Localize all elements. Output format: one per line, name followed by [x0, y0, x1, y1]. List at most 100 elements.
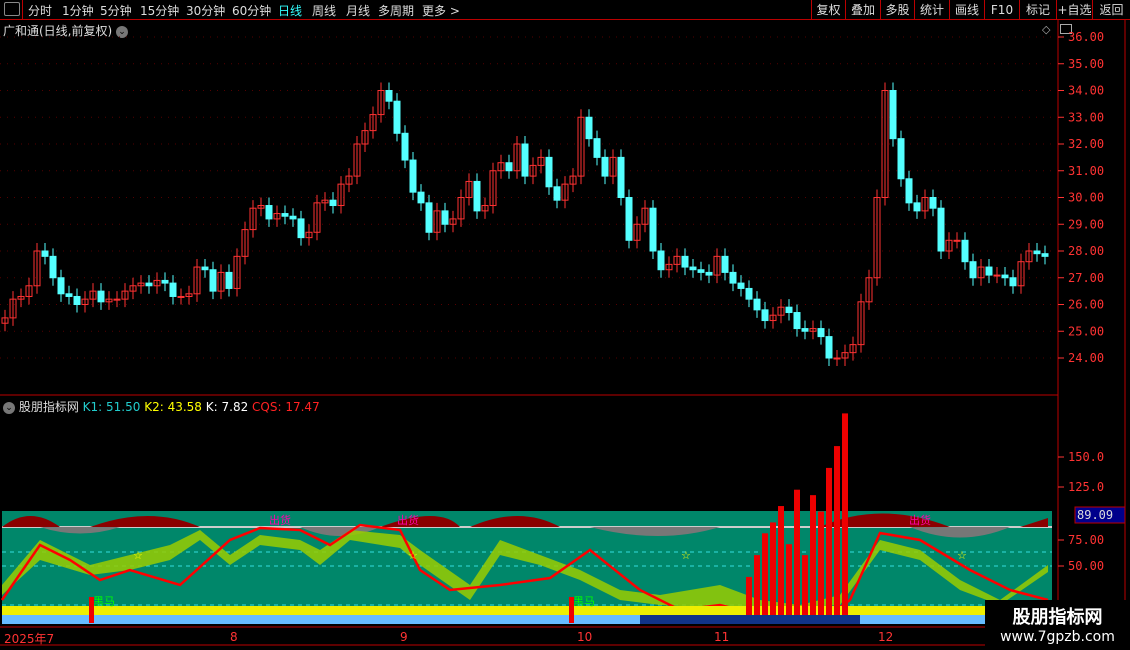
- period-tab[interactable]: 15分钟: [140, 4, 180, 18]
- toolbar-button[interactable]: 多股: [880, 0, 914, 20]
- candle: [297, 218, 305, 239]
- period-tab[interactable]: 1分钟: [62, 4, 94, 18]
- candle: [489, 170, 497, 207]
- watermark-name: 股朋指标网: [1012, 607, 1103, 628]
- current-value-box: [1074, 506, 1126, 524]
- chevron-down-icon[interactable]: ⌄: [3, 401, 15, 414]
- period-tab[interactable]: 更多 >: [422, 4, 460, 18]
- price-tick-label: 29.00: [1068, 217, 1104, 231]
- panel-toggle-icon[interactable]: [1060, 24, 1072, 34]
- date-label: 10: [577, 630, 593, 644]
- candle: [777, 306, 785, 316]
- volume-bar: [810, 495, 816, 615]
- period-tab[interactable]: 日线: [278, 4, 303, 18]
- toolbar-button[interactable]: 标记: [1019, 0, 1056, 20]
- chevron-down-icon[interactable]: ⌄: [116, 25, 129, 38]
- star-icon: ☆: [408, 549, 418, 562]
- chart-title[interactable]: 广和通(日线,前复权) ⌄: [3, 22, 129, 39]
- toolbar-button[interactable]: 统计: [914, 0, 949, 20]
- candle: [569, 175, 577, 185]
- period-tab[interactable]: 5分钟: [100, 4, 132, 18]
- price-tick-label: 30.00: [1068, 191, 1104, 205]
- top-band: [2, 513, 1048, 527]
- sidebar-toggle-icon[interactable]: [4, 2, 20, 16]
- candle: [361, 130, 369, 145]
- candle: [721, 255, 729, 273]
- watermark: 股朋指标网 www.7gpzb.com: [985, 600, 1130, 650]
- candle: [977, 266, 985, 279]
- price-tick-label: 34.00: [1068, 84, 1104, 98]
- candle: [17, 295, 25, 300]
- candle: [57, 277, 65, 295]
- candle: [377, 90, 385, 116]
- candle: [617, 156, 625, 198]
- price-tick-label: 28.00: [1068, 244, 1104, 258]
- candle: [201, 266, 209, 271]
- candle: [785, 306, 793, 314]
- toolbar-button[interactable]: 画线: [949, 0, 984, 20]
- candle: [873, 197, 881, 279]
- period-tab[interactable]: 60分钟: [232, 4, 272, 18]
- candle: [81, 298, 89, 305]
- period-tab[interactable]: 多周期: [378, 4, 415, 18]
- candle: [625, 197, 633, 241]
- candle: [593, 138, 601, 158]
- candle: [865, 277, 873, 303]
- star-icon: ☆: [133, 549, 143, 562]
- candle: [881, 90, 889, 198]
- period-tab[interactable]: 分时: [28, 4, 53, 18]
- candle: [609, 156, 617, 177]
- signal-strip: [2, 606, 1052, 615]
- period-tab[interactable]: 周线: [312, 4, 337, 18]
- candle: [513, 143, 521, 172]
- candle: [193, 266, 201, 295]
- candle: [1, 317, 9, 324]
- candle: [9, 298, 17, 319]
- candle: [801, 328, 809, 332]
- date-label: 8: [230, 630, 238, 644]
- diamond-icon[interactable]: ◇: [1042, 23, 1051, 36]
- volume-bar: [786, 544, 792, 615]
- price-tick-label: 33.00: [1068, 110, 1104, 124]
- candle: [633, 223, 641, 241]
- candle: [105, 298, 113, 303]
- candle: [601, 156, 609, 177]
- candle: [169, 282, 177, 297]
- candle: [889, 90, 897, 140]
- period-tab[interactable]: 月线: [346, 4, 371, 18]
- candle: [345, 175, 353, 185]
- volume-bar: [826, 467, 832, 615]
- indicator-background: [2, 511, 1052, 615]
- volume-bar: [770, 522, 776, 615]
- watermark-url: www.7gpzb.com: [1000, 629, 1115, 645]
- candle: [905, 178, 913, 204]
- candle: [897, 138, 905, 180]
- candle: [281, 213, 289, 217]
- candle: [1041, 253, 1049, 257]
- toolbar-button[interactable]: 返回: [1092, 0, 1130, 20]
- candle: [465, 180, 473, 198]
- indicator-tick-label: 125.0: [1068, 480, 1104, 494]
- toolbar-button[interactable]: +自选: [1056, 0, 1092, 20]
- candle: [753, 298, 761, 311]
- toolbar-button[interactable]: 叠加: [845, 0, 880, 20]
- candle: [449, 218, 457, 225]
- candle: [641, 207, 649, 225]
- toolbar-button[interactable]: F10: [984, 0, 1019, 20]
- signal-label: 出货: [397, 513, 419, 527]
- cqs-line: [0, 523, 1049, 617]
- toolbar-button[interactable]: 复权: [811, 0, 845, 20]
- indicator-name[interactable]: 股朋指标网: [18, 400, 79, 414]
- candle: [481, 205, 489, 212]
- k-value: K: 7.82: [205, 400, 249, 414]
- volume-bar: [818, 511, 824, 615]
- candle: [849, 344, 857, 354]
- price-tick-label: 25.00: [1068, 324, 1104, 338]
- candle: [697, 269, 705, 273]
- date-label: 2025年7: [4, 632, 55, 646]
- candle: [217, 271, 225, 292]
- candle: [961, 239, 969, 263]
- signal-label: 出货: [909, 513, 931, 527]
- period-tab[interactable]: 30分钟: [186, 4, 226, 18]
